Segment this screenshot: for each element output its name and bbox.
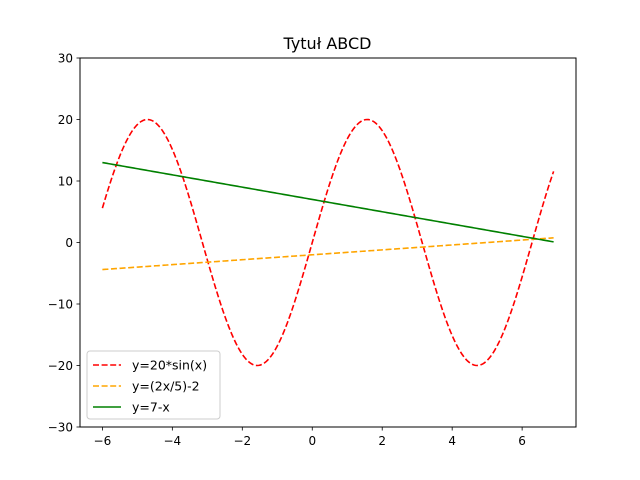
series-line [102,161,554,243]
x-tick-label: −6 [94,434,112,448]
legend-label: y=7-x [132,400,170,415]
series-layer [101,118,555,367]
y-tick-label: 0 [65,236,73,250]
x-tick-label: 0 [308,434,316,448]
x-tick-label: 6 [518,434,526,448]
legend-box [86,350,221,420]
legend-label: y=(2x/5)-2 [132,379,200,394]
legend-label: y=20*sin(x) [132,358,207,373]
legend-entries: y=20*sin(x) y=(2x/5)-2 y=7-x [93,358,207,415]
series-line [101,118,555,367]
x-tick-label: 4 [448,434,456,448]
series-line [102,237,554,271]
y-tick-label: −20 [48,359,73,373]
legend: y=20*sin(x) y=(2x/5)-2 y=7-x [86,350,221,420]
x-tick-label: −4 [163,434,181,448]
y-tick-label: −10 [48,298,73,312]
y-tick-label: −30 [48,421,73,435]
x-tick-label: −2 [233,434,251,448]
y-tick-label: 20 [58,113,73,127]
x-tick-label: 2 [378,434,386,448]
y-axis-ticks: −30 −20 −10 0 10 20 30 [48,52,80,435]
y-tick-label: 30 [58,52,73,66]
y-tick-label: 10 [58,175,73,189]
chart-title: Tytuł ABCD [283,34,372,53]
x-axis-ticks: −6 −4 −2 0 2 4 6 [94,427,526,448]
